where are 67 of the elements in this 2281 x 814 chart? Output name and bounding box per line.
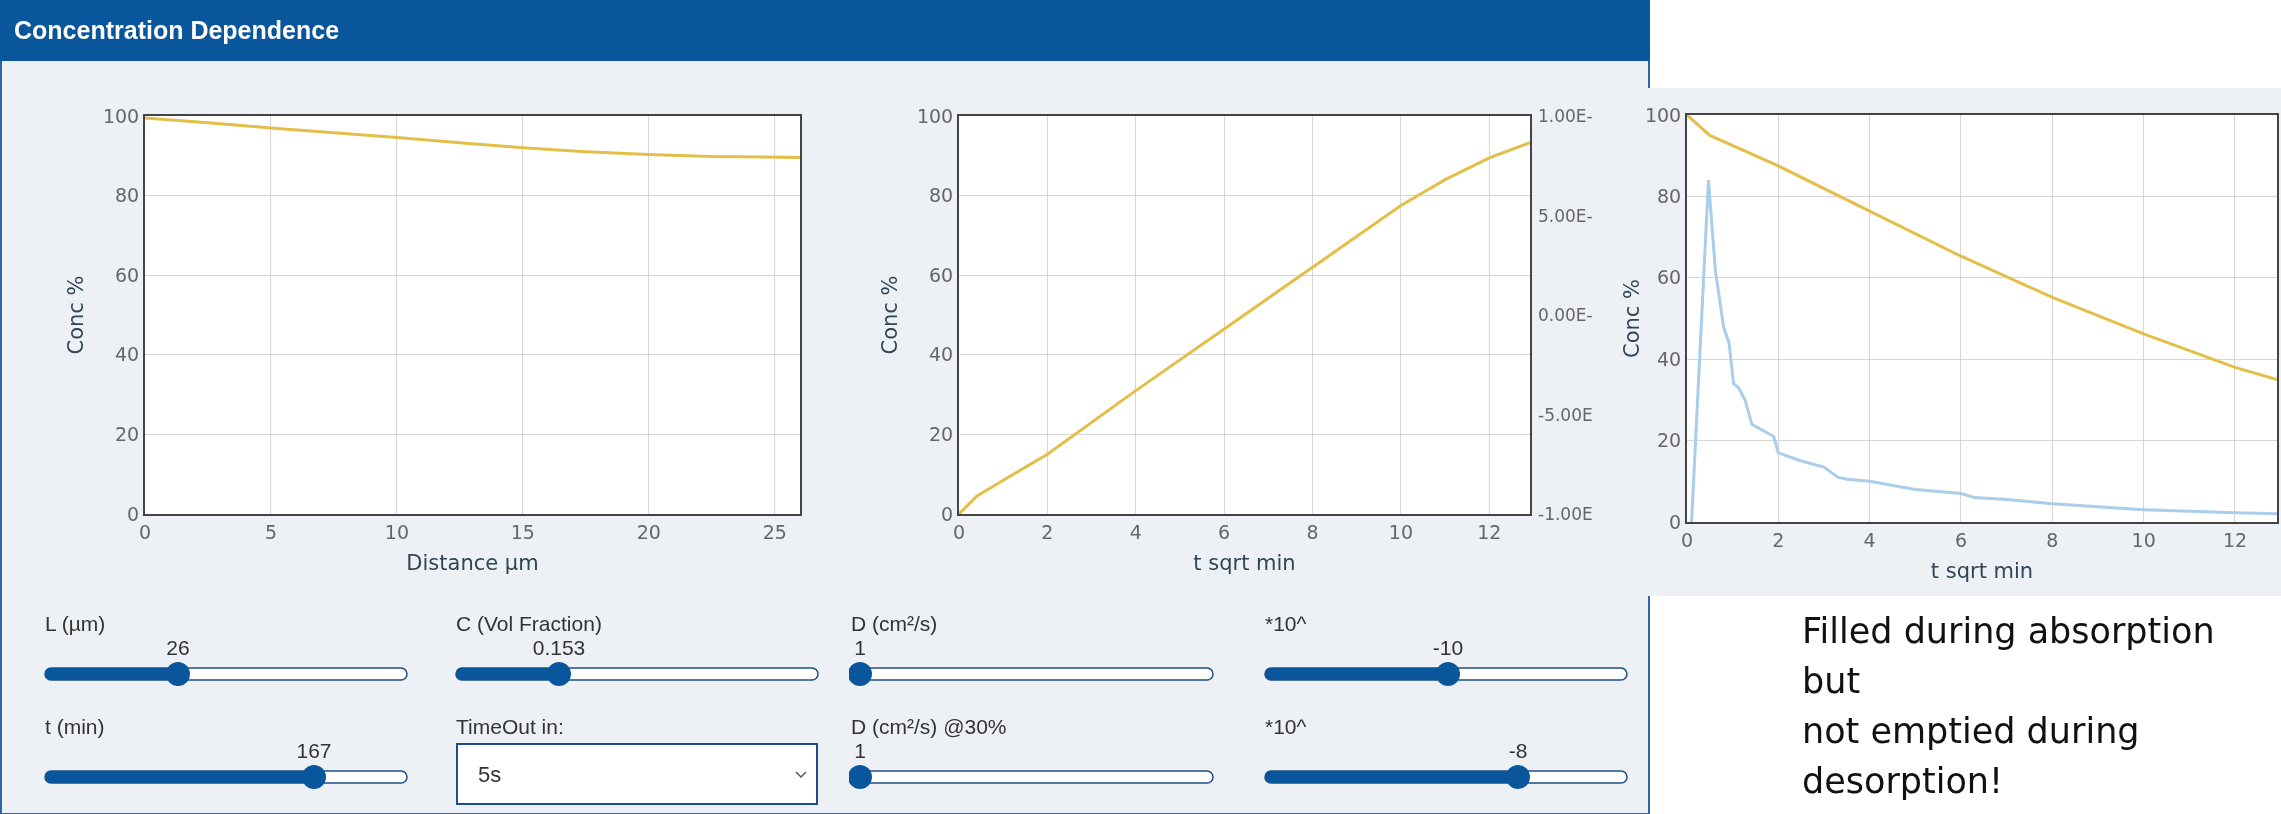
y-tick-label: 0 [941,502,954,525]
x-tick-label: 2 [1772,528,1785,551]
text: *10^ [1265,612,1307,636]
y-tick-label: 40 [115,343,140,366]
y-tick-label: 60 [1657,266,1682,289]
x-tick-label: 4 [1129,520,1142,543]
x-tick-label: 10 [1388,520,1414,543]
text: C (Vol Fraction) [456,612,602,636]
text: -10 [1432,636,1464,660]
x-tick-label: 25 [762,520,787,543]
x-tick-label: 20 [636,520,661,543]
x-axis-title: Distance µm [406,551,539,576]
dropdown-field: 5s [456,743,818,805]
x-tick-label: 4 [1863,528,1876,551]
text: -5.00E [1538,405,1593,425]
text: 0.153 [532,636,586,660]
line-series [959,141,1530,514]
x-tick-label: 12 [2222,528,2248,551]
text: Filled during absorption but not emptied during desorption! [1802,610,2215,803]
x-axis-title: t sqrt min [1193,551,1296,576]
y-axis-title: Conc % [1620,279,1644,358]
x-tick-label: 6 [1218,520,1231,543]
text: D (cm²/s) @30% [851,715,1007,739]
x-tick-label: 5 [264,520,278,543]
x-tick-label: 10 [384,520,410,543]
x-tick-label: 10 [2131,528,2156,551]
text: 26 [166,636,190,660]
y-axis-title: Conc % [63,275,88,355]
text: 167 [296,739,332,763]
y-tick-label: 60 [115,263,140,286]
text: 1 [854,739,866,763]
text: 1 [854,636,866,660]
text: 0.00E- [1538,305,1593,325]
text: 1.00E- [1538,106,1593,126]
y-tick-label: 100 [916,104,954,127]
text: *10^ [1265,715,1307,739]
text: D (cm²/s) [851,612,938,636]
y-tick-label: 40 [929,343,954,366]
text: L (µm) [45,612,106,636]
x-tick-label: 15 [510,520,535,543]
text: TimeOut in: [456,715,564,739]
x-tick-label: 6 [1954,528,1968,551]
y-tick-label: 80 [929,184,954,207]
x-tick-label: 8 [2046,528,2059,551]
y-tick-label: 20 [115,423,140,446]
text: t (min) [45,715,105,739]
y-tick-label: 100 [102,104,140,127]
y-axis-title: Conc % [877,275,902,355]
y-tick-label: 0 [127,502,140,525]
line-series [1690,178,2277,522]
y-tick-label: 80 [115,184,140,207]
text: -1.00E [1538,504,1593,524]
y-tick-label: 20 [1657,429,1682,452]
y-tick-label: 80 [1657,185,1682,208]
x-tick-label: 2 [1041,520,1054,543]
chart-title: Concentration Dependence [0,0,1650,61]
x-tick-label: 8 [1306,520,1319,543]
y-tick-label: 20 [929,423,954,446]
y-tick-label: 60 [929,263,954,286]
line-series [1687,115,2277,382]
text: -8 [1508,739,1528,763]
x-tick-label: 12 [1477,520,1502,543]
y-tick-label: 100 [1644,103,1682,126]
text: 5.00E- [1538,206,1593,226]
line-series [145,116,800,159]
y-tick-label: 40 [1657,347,1682,370]
x-axis-title: t sqrt min [1930,559,2034,584]
